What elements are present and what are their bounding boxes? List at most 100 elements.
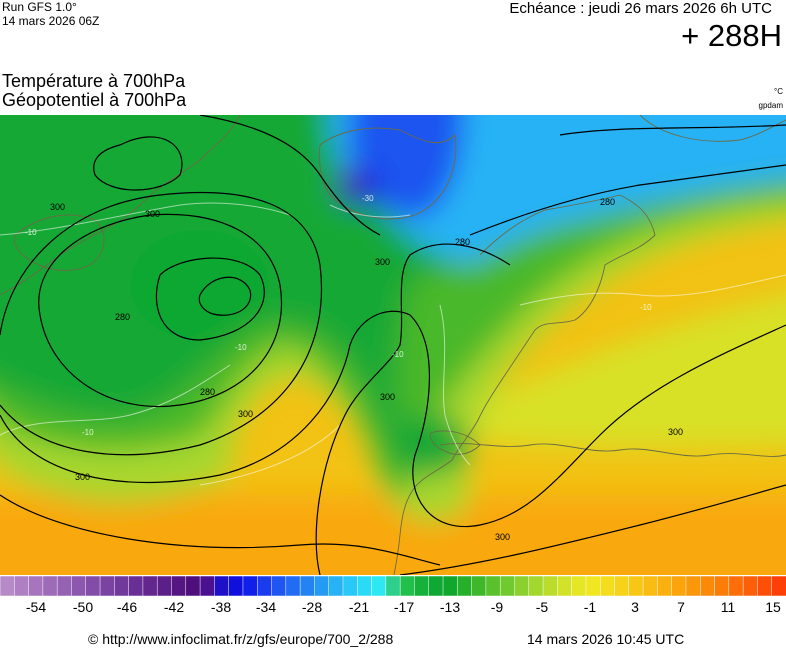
scale-tick-label: 7 <box>677 599 685 615</box>
color-swatch <box>199 576 216 596</box>
isotherm-label: -10 <box>235 343 247 352</box>
scale-tick-label: -46 <box>116 599 138 615</box>
generated-timestamp: 14 mars 2026 10:45 UTC <box>527 631 685 647</box>
coastlines <box>0 115 786 575</box>
scale-tick-label: -9 <box>490 599 504 615</box>
scale-tick-label: -21 <box>348 599 370 615</box>
color-swatch <box>428 576 444 596</box>
color-swatch <box>542 576 558 596</box>
color-swatch <box>42 576 58 596</box>
isotherm-label-layer: -10 -10 -10 -10 -30 -10 <box>25 194 652 437</box>
color-swatch <box>471 576 487 596</box>
color-swatch <box>28 576 44 596</box>
color-swatch <box>557 576 573 596</box>
scale-tick-label: -1 <box>583 599 597 615</box>
title-temperature: Température à 700hPa <box>2 71 186 91</box>
color-swatch <box>514 576 530 596</box>
color-swatch <box>657 576 673 596</box>
color-swatch <box>571 576 587 596</box>
scale-tick-label: -13 <box>439 599 461 615</box>
valid-time: Echéance : jeudi 26 mars 2026 6h UTC <box>509 0 772 17</box>
unit-temperature: °C <box>774 87 783 96</box>
color-swatch <box>771 576 786 596</box>
title-geopotential: Géopotentiel à 700hPa <box>2 90 187 110</box>
color-swatch <box>228 576 244 596</box>
scale-tick-label: 3 <box>631 599 639 615</box>
isotherm-label: -10 <box>640 303 652 312</box>
unit-geopotential: gpdam <box>758 101 783 110</box>
color-swatch <box>700 576 716 596</box>
color-swatch <box>185 576 201 596</box>
color-swatch <box>14 576 30 596</box>
color-swatch <box>742 576 759 596</box>
color-swatch <box>728 576 744 596</box>
scale-tick-label: -42 <box>163 599 185 615</box>
contour-label: 300 <box>75 472 90 482</box>
color-swatch <box>671 576 687 596</box>
color-swatch <box>528 576 544 596</box>
scale-tick-label: 11 <box>720 599 736 615</box>
weather-map[interactable]: 300 300 280 280 300 300 300 300 300 280 … <box>0 115 786 575</box>
contour-label: 300 <box>495 532 510 542</box>
contour-label: 280 <box>200 387 215 397</box>
color-swatch <box>714 576 730 596</box>
color-swatch <box>342 576 358 596</box>
color-swatch <box>271 576 287 596</box>
run-model: Run GFS 1.0° <box>2 0 77 14</box>
lead-time: + 288H <box>681 18 782 53</box>
scale-tick-label: -34 <box>255 599 277 615</box>
color-scale-bar <box>0 576 786 596</box>
scale-tick-label: -17 <box>393 599 415 615</box>
scale-tick-label: -50 <box>72 599 94 615</box>
map-title: Température à 700hPa Géopotentiel à 700h… <box>2 72 186 110</box>
color-swatch <box>642 576 659 596</box>
color-swatch <box>757 576 773 596</box>
color-swatch <box>128 576 144 596</box>
isotherm-label: -30 <box>362 194 374 203</box>
color-swatch <box>385 576 401 596</box>
isotherm-label: -10 <box>392 350 404 359</box>
contour-label: 300 <box>668 427 683 437</box>
contour-label: 300 <box>238 409 253 419</box>
contour-label: 280 <box>455 237 470 247</box>
isotherm-label: -10 <box>25 228 37 237</box>
color-swatch <box>114 576 130 596</box>
color-swatch <box>685 576 701 596</box>
scale-tick-label: -28 <box>301 599 323 615</box>
color-swatch <box>499 576 516 596</box>
color-swatch <box>414 576 430 596</box>
color-swatch <box>256 576 273 596</box>
run-info: Run GFS 1.0° 14 mars 2026 06Z <box>2 0 99 28</box>
color-swatch <box>399 576 416 596</box>
contour-label: 300 <box>375 257 390 267</box>
color-swatch <box>56 576 73 596</box>
color-swatch <box>171 576 187 596</box>
color-swatch <box>357 576 373 596</box>
color-swatch <box>628 576 644 596</box>
contour-label-layer: 300 300 280 280 300 300 300 300 300 280 … <box>50 197 683 542</box>
color-swatch <box>85 576 101 596</box>
color-swatch <box>442 576 458 596</box>
geopotential-contours <box>0 115 786 575</box>
contour-label: 300 <box>380 392 395 402</box>
copyright-link[interactable]: © http://www.infoclimat.fr/z/gfs/europe/… <box>88 631 394 647</box>
isotherms <box>0 202 786 486</box>
color-swatch <box>599 576 616 596</box>
contour-label: 280 <box>600 197 615 207</box>
color-swatch <box>371 576 387 596</box>
color-swatch <box>299 576 316 596</box>
run-date: 14 mars 2026 06Z <box>2 14 100 28</box>
color-swatch <box>485 576 501 596</box>
color-swatch <box>142 576 158 596</box>
color-swatch <box>99 576 115 596</box>
color-swatch <box>0 576 15 596</box>
isotherm-label: -10 <box>82 428 94 437</box>
color-swatch <box>328 576 344 596</box>
color-swatches <box>0 576 786 596</box>
scale-tick-label: -5 <box>535 599 549 615</box>
color-swatch <box>71 576 87 596</box>
temperature-field <box>0 115 786 575</box>
color-swatch <box>585 576 601 596</box>
color-swatch <box>457 576 473 596</box>
color-swatch <box>285 576 301 596</box>
